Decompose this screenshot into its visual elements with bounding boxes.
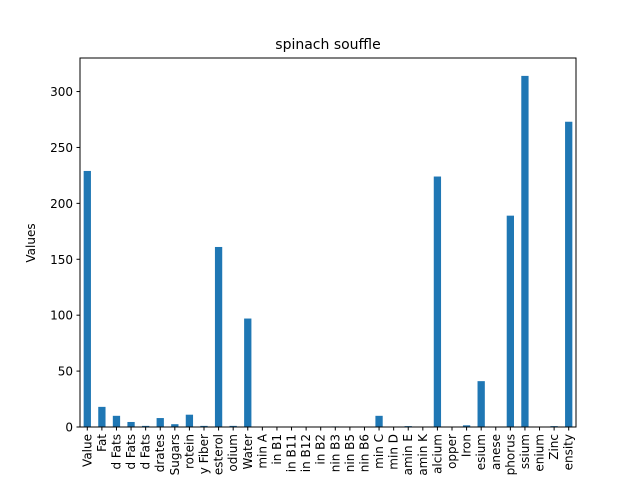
x-tick-label: amin E — [401, 434, 415, 475]
x-tick-label: Zinc — [547, 434, 561, 460]
bar — [113, 416, 120, 427]
x-tick-label: ensity — [562, 434, 576, 470]
x-tick-label: Value — [80, 434, 94, 467]
x-tick-label: min C — [372, 434, 386, 469]
bar — [157, 418, 164, 427]
y-tick-label: 0 — [65, 421, 73, 435]
x-tick-label: d Fats — [139, 434, 153, 470]
bar — [478, 381, 485, 427]
x-tick-label: min D — [387, 434, 401, 470]
bar — [244, 319, 251, 427]
x-tick-label: Fat — [95, 434, 109, 452]
x-tick-label: anese — [489, 434, 503, 470]
plot-frame — [80, 58, 576, 427]
bar — [215, 247, 222, 427]
x-tick-label: rotein — [182, 434, 196, 469]
y-tick-label: 200 — [50, 197, 73, 211]
x-tick-label: min A — [255, 433, 269, 468]
x-tick-label: Sugars — [168, 434, 182, 475]
x-tick-label: Iron — [460, 434, 474, 457]
chart-title: spinach souffle — [275, 37, 380, 53]
y-tick-label: 100 — [50, 309, 73, 323]
bar — [84, 171, 91, 427]
x-tick-label: alcium — [430, 434, 444, 474]
y-axis-label: Values — [24, 223, 38, 262]
x-tick-label: in B1 — [270, 434, 284, 465]
y-axis: 0 50 100 150 200 250 300 — [50, 85, 80, 434]
x-tick-label: nin B5 — [343, 434, 357, 472]
x-tick-label: in B12 — [299, 434, 313, 472]
x-tick-label: esterol — [212, 434, 226, 475]
x-tick-label: Water — [241, 434, 255, 470]
x-tick-label: phorus — [503, 434, 517, 475]
x-tick-label: in B11 — [285, 434, 299, 472]
x-tick-label: d Fats — [124, 434, 138, 470]
bar — [127, 422, 134, 427]
bar — [186, 415, 193, 427]
x-tick-label: enium — [533, 434, 547, 472]
y-tick-label: 50 — [58, 365, 73, 379]
x-tick-label: ssium — [518, 434, 532, 469]
bar — [565, 122, 572, 427]
y-tick-label: 300 — [50, 85, 73, 99]
x-tick-label: drates — [153, 434, 167, 472]
x-tick-label: opper — [445, 434, 459, 469]
x-tick-label: d Fats — [109, 434, 123, 470]
y-tick-label: 150 — [50, 253, 73, 267]
x-tick-label: y Fiber — [197, 434, 211, 474]
bar — [521, 76, 528, 427]
bar — [98, 407, 105, 427]
x-tick-label: in B2 — [314, 434, 328, 465]
x-tick-label: nin B6 — [357, 434, 371, 472]
x-tick-label: amin K — [416, 433, 430, 476]
bar — [507, 216, 514, 427]
x-tick-label: esium — [474, 434, 488, 470]
x-tick-label: nin B3 — [328, 434, 342, 472]
bar — [375, 416, 382, 427]
x-tick-label: odium — [226, 434, 240, 472]
bar — [434, 177, 441, 427]
y-tick-label: 250 — [50, 141, 73, 155]
bars-layer — [84, 76, 573, 427]
